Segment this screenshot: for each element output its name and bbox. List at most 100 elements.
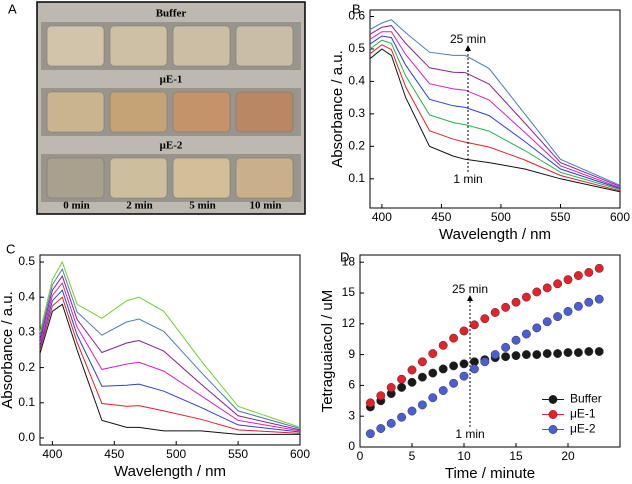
y-tick-label: 0 [348,439,355,453]
spectrum-line [369,35,621,189]
spectrum-line [369,48,621,193]
data-point [459,326,469,336]
x-tick-label: 500 [166,447,186,461]
x-tick-label: 550 [550,210,570,224]
data-point [542,283,552,293]
data-point [511,351,521,361]
annotation: 1 min [453,172,482,186]
y-tick-label: 0.6 [348,9,365,23]
y-tick-label: 12 [342,316,356,330]
y-tick-label: 0.5 [348,41,365,55]
data-point [417,372,427,382]
data-point [469,320,479,330]
data-point [449,361,459,371]
annotation: 1 min [455,427,484,441]
data-point [573,271,583,280]
column-label: 0 min [63,200,90,212]
y-tick-label: 0.4 [18,289,35,303]
y-tick-label: 0.0 [18,430,35,444]
y-axis-label: Absorbance / a.u. [0,291,16,409]
data-point [501,342,511,352]
data-point [490,350,500,360]
data-point [480,314,490,324]
spectrum-line [39,296,301,434]
x-tick-label: 15 [509,449,523,463]
sample-jar [235,157,294,199]
data-point [553,312,563,322]
spectrum-line [369,39,621,190]
x-axis-label: Wavelength / nm [439,226,551,243]
data-point [365,398,375,408]
row-label: Buffer [156,8,187,20]
panel-letter: D [340,249,349,264]
data-point [532,323,542,333]
spectrum-line [369,25,621,187]
sample-jar [172,157,231,199]
data-point [532,287,542,297]
y-axis-label: Absorbance / a.u. [329,50,346,168]
panel-letter: C [6,241,15,256]
data-point [459,359,469,369]
annotation: 25 min [452,282,488,296]
spectrum-line [369,44,621,192]
x-tick-label: 500 [491,210,511,224]
data-point [365,429,375,439]
data-point [428,368,438,378]
x-axis-label: Time / minute [445,465,535,482]
legend-marker [548,410,558,419]
x-tick-label: 10 [457,449,471,463]
data-point [407,365,417,375]
y-tick-label: 0.1 [348,171,365,185]
data-point [553,279,563,289]
y-tick-label: 0.5 [18,254,35,268]
x-tick-label: 400 [42,447,62,461]
data-point [397,374,407,384]
data-point [376,391,386,401]
data-point [594,347,604,356]
data-point [584,297,594,307]
data-point [459,371,469,381]
plot-frame [359,254,621,448]
spectrum-line [369,31,621,189]
data-point [573,348,583,357]
data-point [417,357,427,367]
data-point [563,307,573,316]
sample-jar [235,91,294,133]
sample-jar [46,25,105,67]
y-tick-label: 0.2 [18,360,35,374]
data-point [417,400,427,410]
x-tick-label: 0 [357,449,364,463]
data-point [584,268,594,277]
data-point [376,424,386,433]
panel-letter: A [8,1,17,16]
y-tick-label: 0.3 [348,106,365,120]
x-tick-label: 600 [290,447,310,461]
legend-label: Buffer [570,392,602,406]
sample-jar [109,157,168,199]
spectrum-line [39,267,301,429]
spectrum-line [39,275,301,431]
data-point [521,292,531,302]
data-point [553,349,563,359]
row-label: μE-2 [160,140,183,152]
y-tick-label: 3 [348,408,355,422]
data-point [386,382,396,392]
data-point [542,349,552,359]
data-point [449,378,459,388]
y-tick-label: 0.1 [18,395,35,409]
column-label: 2 min [126,200,153,212]
sample-jar [46,91,105,133]
data-point [407,406,417,416]
data-point [386,418,396,428]
spectrum-line [39,303,300,435]
plot-frame [369,9,621,209]
sample-jar [46,157,105,199]
x-tick-label: 600 [610,210,630,224]
data-point [438,386,448,395]
data-point [438,364,448,374]
data-point [521,350,531,360]
x-tick-label: 550 [228,447,248,461]
legend-marker [548,425,558,434]
data-point [511,335,521,345]
